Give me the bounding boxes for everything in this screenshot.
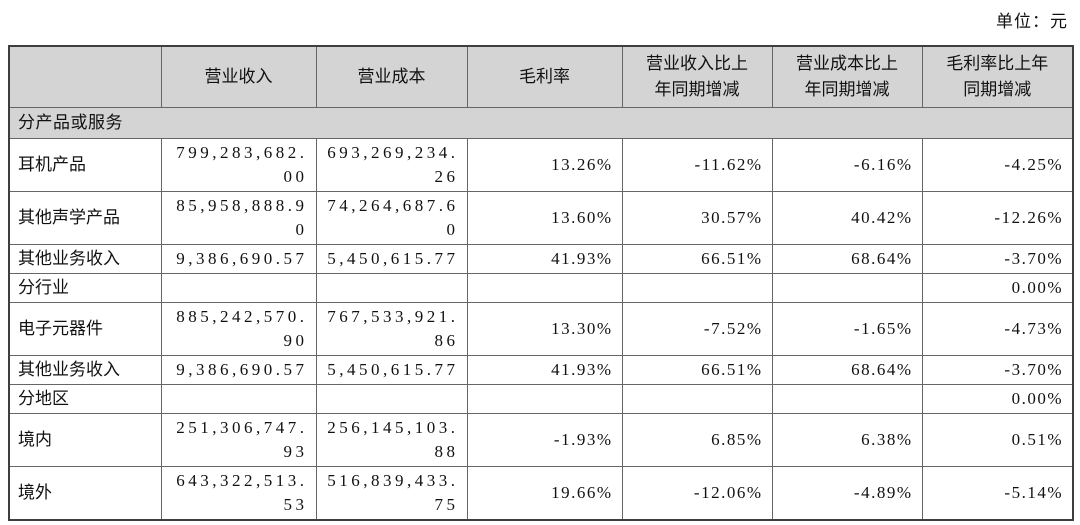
margin-by-segment-table: 营业收入 营业成本 毛利率 营业收入比上 年同期增减 营业成本比上 年同期增减 … [8,45,1074,521]
revenue-cell: 799,283,682.00 [160,138,317,192]
table-row: 耳机产品 799,283,682.00 693,269,234.26 13.26… [8,138,1074,192]
margin-cell: 41.93% [466,355,623,385]
revenue-yoy-cell: 30.57% [621,191,773,245]
header-row: 营业收入 营业成本 毛利率 营业收入比上 年同期增减 营业成本比上 年同期增减 … [8,45,1074,108]
cost-yoy-cell: 6.38% [771,413,923,467]
margin-cell: -1.93% [466,413,623,467]
revenue-cell [160,384,317,414]
margin-yoy-cell: 0.00% [921,273,1074,303]
margin-yoy-cell: -4.73% [921,302,1074,356]
margin-cell: 41.93% [466,244,623,274]
revenue-yoy-cell [621,273,773,303]
cost-cell [315,273,468,303]
table-row: 电子元器件 885,242,570.90 767,533,921.86 13.3… [8,302,1074,356]
table-row: 境外 643,322,513.53 516,839,433.75 19.66% … [8,466,1074,521]
cost-yoy-cell: 68.64% [771,244,923,274]
margin-yoy-cell: -3.70% [921,244,1074,274]
cost-cell: 5,450,615.77 [315,355,468,385]
margin-cell [466,273,623,303]
revenue-yoy-cell: 6.85% [621,413,773,467]
revenue-yoy-cell: 66.51% [621,244,773,274]
cost-header: 营业成本 [315,45,468,108]
revenue-cell: 9,386,690.57 [160,355,317,385]
row-label-cell: 耳机产品 [8,138,162,192]
cost-cell: 5,450,615.77 [315,244,468,274]
cost-yoy-cell [771,273,923,303]
section-row: 分产品或服务 [8,107,1074,139]
revenue-cell: 251,306,747.93 [160,413,317,467]
revenue-yoy-cell [621,384,773,414]
margin-cell: 13.26% [466,138,623,192]
margin-yoy-header: 毛利率比上年 同期增减 [921,45,1074,108]
margin-header: 毛利率 [466,45,623,108]
cost-cell: 767,533,921.86 [315,302,468,356]
margin-yoy-cell: 0.51% [921,413,1074,467]
revenue-cell: 885,242,570.90 [160,302,317,356]
revenue-cell: 85,958,888.90 [160,191,317,245]
revenue-yoy-cell: -11.62% [621,138,773,192]
table-body: 分产品或服务 耳机产品 799,283,682.00 693,269,234.2… [8,107,1074,521]
table-row: 其他声学产品 85,958,888.90 74,264,687.60 13.60… [8,191,1074,245]
revenue-header: 营业收入 [160,45,317,108]
revenue-cell: 643,322,513.53 [160,466,317,521]
cost-yoy-cell: 68.64% [771,355,923,385]
margin-cell: 13.30% [466,302,623,356]
revenue-yoy-cell: -7.52% [621,302,773,356]
cost-cell: 74,264,687.60 [315,191,468,245]
cost-yoy-cell: -1.65% [771,302,923,356]
margin-yoy-cell: -4.25% [921,138,1074,192]
margin-yoy-cell: -12.26% [921,191,1074,245]
revenue-yoy-header: 营业收入比上 年同期增减 [621,45,773,108]
row-label-cell: 其他业务收入 [8,244,162,274]
row-label-cell: 境内 [8,413,162,467]
row-label-cell: 分行业 [8,273,162,303]
cost-yoy-header: 营业成本比上 年同期增减 [771,45,923,108]
cost-yoy-cell: -6.16% [771,138,923,192]
cost-yoy-cell [771,384,923,414]
table-row: 其他业务收入 9,386,690.57 5,450,615.77 41.93% … [8,355,1074,385]
corner-header-cell [8,45,162,108]
table-row: 分行业 0.00% [8,273,1074,303]
cost-yoy-cell: -4.89% [771,466,923,521]
table-row: 境内 251,306,747.93 256,145,103.88 -1.93% … [8,413,1074,467]
margin-cell: 13.60% [466,191,623,245]
cost-cell [315,384,468,414]
table-row: 其他业务收入 9,386,690.57 5,450,615.77 41.93% … [8,244,1074,274]
cost-cell: 256,145,103.88 [315,413,468,467]
cost-cell: 693,269,234.26 [315,138,468,192]
margin-cell: 19.66% [466,466,623,521]
row-label-cell: 分地区 [8,384,162,414]
revenue-cell [160,273,317,303]
row-label-cell: 其他声学产品 [8,191,162,245]
table-row: 分地区 0.00% [8,384,1074,414]
revenue-cell: 9,386,690.57 [160,244,317,274]
revenue-yoy-cell: 66.51% [621,355,773,385]
table-header: 营业收入 营业成本 毛利率 营业收入比上 年同期增减 营业成本比上 年同期增减 … [8,45,1074,108]
cost-cell: 516,839,433.75 [315,466,468,521]
unit-label: 单位：元 [996,12,1068,31]
cost-yoy-cell: 40.42% [771,191,923,245]
revenue-yoy-cell: -12.06% [621,466,773,521]
section-label-cell: 分产品或服务 [8,107,1074,139]
margin-yoy-cell: -5.14% [921,466,1074,521]
row-label-cell: 境外 [8,466,162,521]
row-label-cell: 其他业务收入 [8,355,162,385]
margin-yoy-cell: 0.00% [921,384,1074,414]
margin-cell [466,384,623,414]
margin-yoy-cell: -3.70% [921,355,1074,385]
row-label-cell: 电子元器件 [8,302,162,356]
